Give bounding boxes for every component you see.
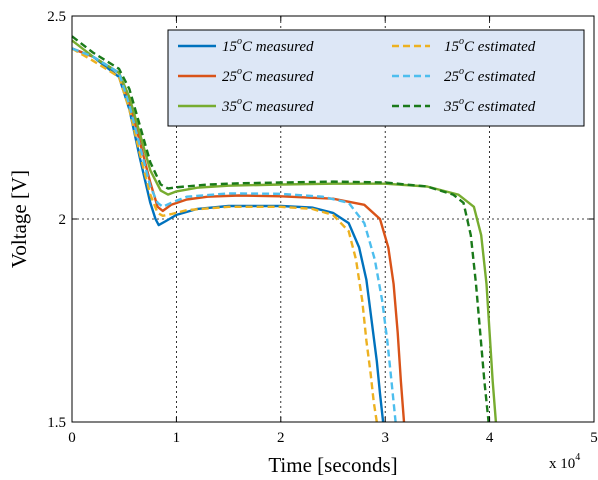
grid-lines bbox=[72, 16, 594, 422]
x-multiplier-base: x 10 bbox=[549, 456, 575, 472]
series-line-35c-measured bbox=[71, 39, 498, 423]
legend-box bbox=[167, 29, 585, 127]
legend-label-25c-estimated: 25oC estimated bbox=[444, 66, 536, 85]
legend-label-25c-measured: 25oC measured bbox=[222, 66, 314, 85]
legend-label-35c-measured: 35oC measured bbox=[221, 96, 314, 115]
legend-items: 15oC measured 25oC measured 35oC measured 1… bbox=[178, 36, 536, 115]
x-multiplier: x 104 bbox=[549, 452, 580, 472]
series-line-25c-measured bbox=[71, 47, 406, 423]
y-axis-label: Voltage [V] bbox=[7, 170, 31, 268]
x-tick-label-1: 1 bbox=[173, 430, 181, 446]
x-tick-label-2: 2 bbox=[277, 430, 285, 446]
series-line-25c-estimated bbox=[71, 47, 397, 423]
x-axis-label: Time [seconds] bbox=[268, 453, 397, 477]
legend-label-35c-estimated: 35oC estimated bbox=[443, 96, 536, 115]
y-tick-label-0: 1.5 bbox=[47, 415, 66, 431]
y-tick-label-2: 2.5 bbox=[47, 9, 66, 25]
series-line-35c-estimated bbox=[71, 35, 490, 423]
legend-label-15c-estimated: 15oC estimated bbox=[444, 36, 536, 55]
series-lines bbox=[71, 35, 498, 423]
x-tick-label-3: 3 bbox=[381, 430, 389, 446]
x-tick-label-4: 4 bbox=[486, 430, 494, 446]
legend: 15oC measured 25oC measured 35oC measured 1… bbox=[167, 29, 585, 127]
legend-label-15c-measured: 15oC measured bbox=[222, 36, 314, 55]
x-multiplier-exponent: 4 bbox=[575, 452, 580, 463]
y-tick-label-1: 2 bbox=[59, 212, 67, 228]
x-tick-label-0: 0 bbox=[68, 430, 76, 446]
series-line-15c-estimated bbox=[71, 47, 378, 423]
x-tick-label-5: 5 bbox=[590, 430, 598, 446]
axis-ticks: 0 1 2 3 4 5 1.5 2 2.5 bbox=[47, 9, 598, 446]
